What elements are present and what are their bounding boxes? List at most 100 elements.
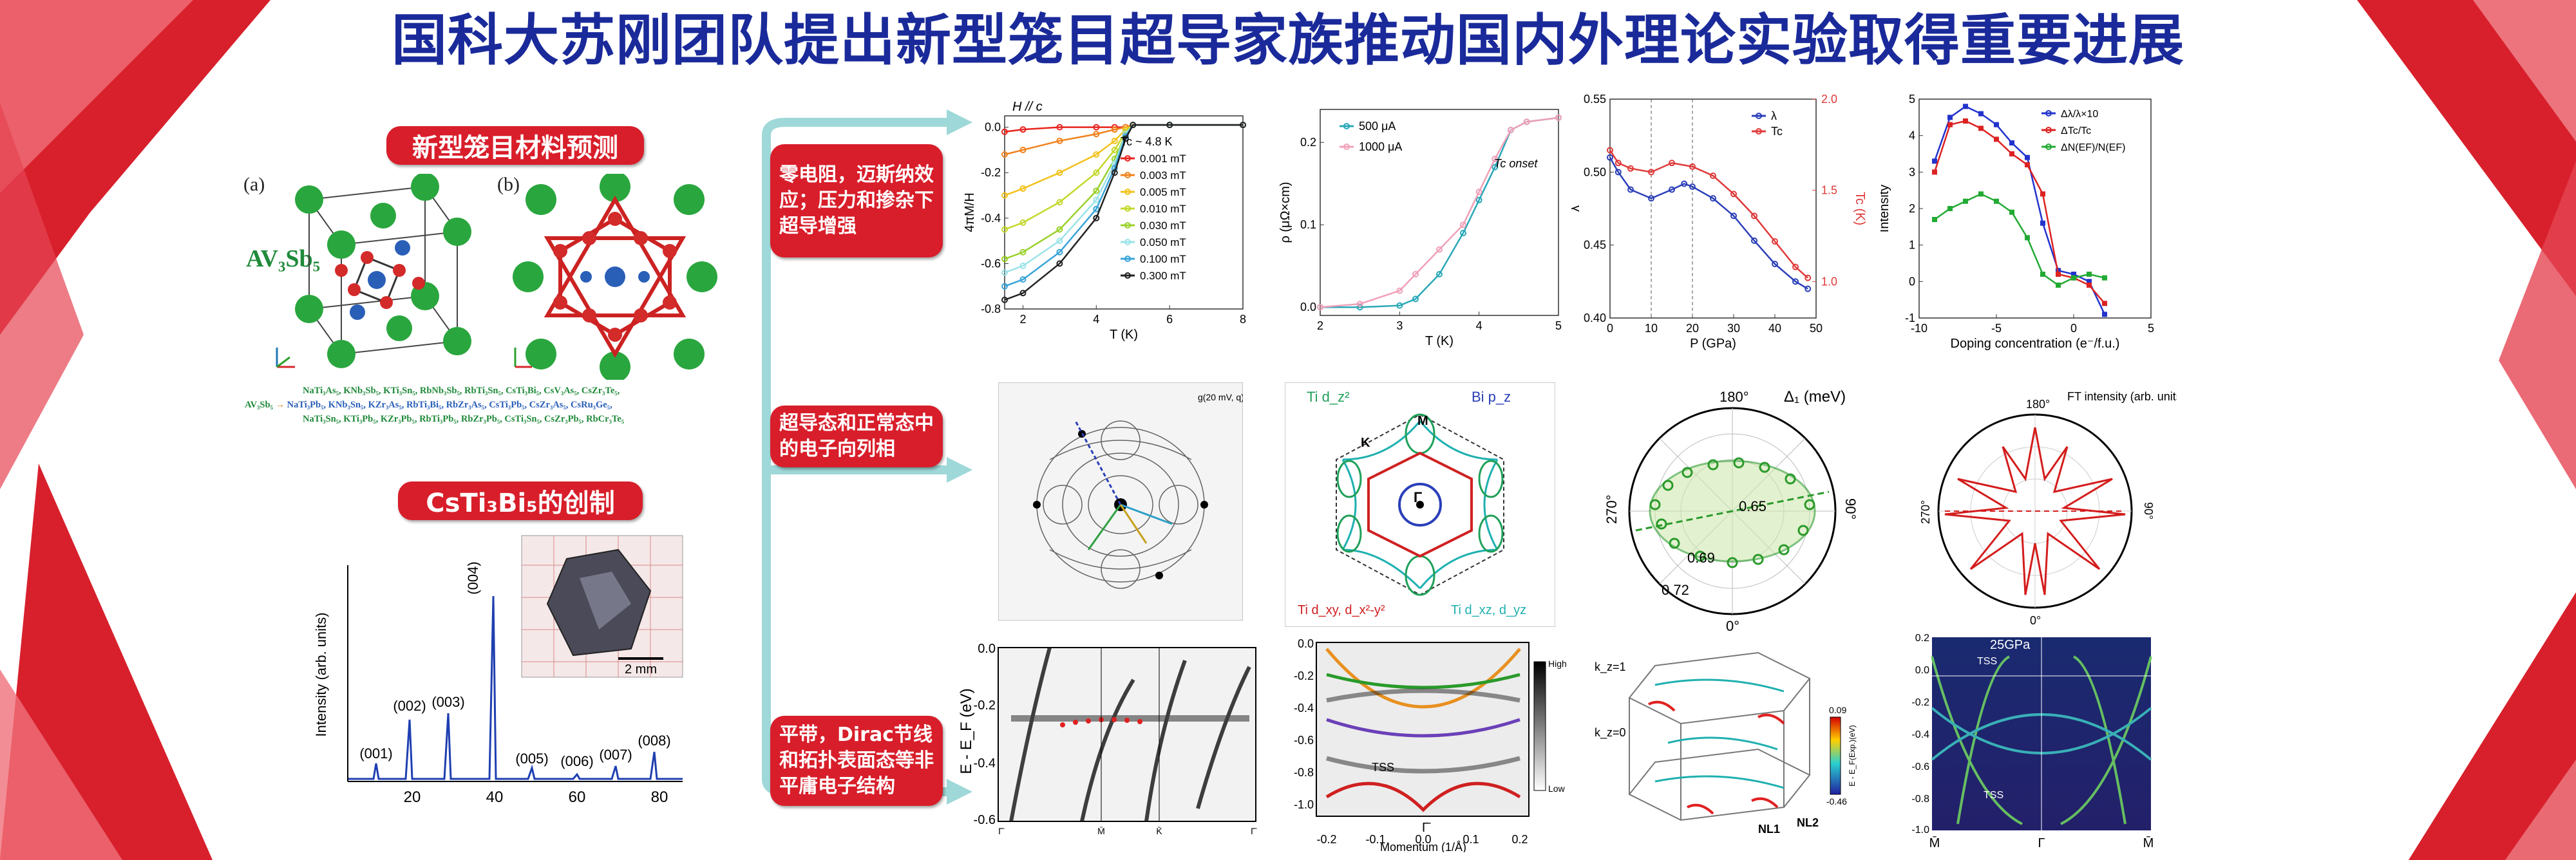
data-point <box>1001 296 1008 303</box>
bz-label-nl1: NL1 <box>1758 823 1780 836</box>
data-point <box>1093 214 1100 221</box>
y-tick-label: 2 <box>1909 202 1915 215</box>
arpes1-xtick: M̄ <box>1097 826 1105 836</box>
x-tick-label: 30 <box>1727 322 1740 335</box>
x-tick-label: -10 <box>1911 322 1927 335</box>
data-point <box>1056 199 1063 206</box>
data-point <box>1994 198 1999 204</box>
right-tick-label: 1.5 <box>1821 184 1837 197</box>
right-tick-label: 2.0 <box>1821 93 1837 106</box>
series-line <box>1320 117 1559 308</box>
arpes1-xtick: Γ̄ <box>998 826 1005 836</box>
y-tick-label: 5 <box>1909 93 1915 106</box>
data-point <box>1932 158 1937 164</box>
brillouin-zone-nodal-lines: k_z=1 k_z=0 0.09 -0.46 E - E_F(Exp.)(eV)… <box>1595 651 1857 836</box>
polar2-tick: 0° <box>2030 614 2041 627</box>
data-point <box>2040 272 2045 277</box>
panel-a-label: (a) <box>243 174 265 195</box>
data-point <box>1093 124 1100 131</box>
ft-intensity-polar-plot: FT intensity (arb. units) 180° 270° 90° … <box>1919 390 2177 627</box>
x-tick-label: 5 <box>2148 322 2154 335</box>
arpes2-xlabel: Momentum (1/Å) <box>1380 841 1466 852</box>
data-point <box>1019 126 1027 133</box>
bz-label-nl2: NL2 <box>1797 816 1819 829</box>
bz-colorbar <box>1830 716 1841 795</box>
data-point <box>1978 191 1984 197</box>
data-point <box>1947 115 1953 120</box>
data-point <box>1001 226 1008 233</box>
right-axis-label: Tc (K) <box>1853 192 1867 225</box>
y-tick-label: -0.6 <box>981 257 1001 270</box>
series-line <box>1609 157 1808 290</box>
data-point <box>1111 169 1118 176</box>
polar1-tick: 180° <box>1719 389 1749 405</box>
x-tick-label: 3 <box>1396 319 1403 332</box>
polar1-tick: 270° <box>1604 494 1620 524</box>
data-point <box>1056 124 1063 131</box>
data-point <box>1508 127 1514 133</box>
x-tick-label: 4 <box>1093 313 1099 326</box>
band-ytick: 0.0 <box>1915 665 1929 676</box>
data-point <box>1122 135 1129 142</box>
data-point <box>1001 269 1008 276</box>
data-point <box>1475 196 1482 203</box>
arpes2-xtick: -0.1 <box>1365 833 1385 846</box>
data-point <box>2025 154 2030 160</box>
tss-label: TSS <box>1372 761 1394 774</box>
data-point <box>1607 147 1613 154</box>
data-point <box>2056 283 2061 288</box>
data-point <box>2025 235 2030 241</box>
legend-label: ΔN(EF)/N(EF) <box>2061 142 2125 153</box>
data-point <box>1963 198 1968 204</box>
xrd-ylabel: Intensity (arb. units) <box>313 612 329 736</box>
data-point <box>1166 122 1173 129</box>
legend-marker <box>1124 256 1131 262</box>
formula-label: AV₃Sb₅ <box>246 245 321 272</box>
arpes1-xtick: K̄ <box>1156 826 1162 836</box>
y-tick-label: 0.0 <box>1300 301 1316 313</box>
legend-marker <box>1124 189 1131 195</box>
y-tick-label: 0.1 <box>1300 218 1316 231</box>
bz-cmax: 0.09 <box>1829 705 1846 715</box>
data-point <box>1751 212 1757 220</box>
page-title: 国科大苏刚团队提出新型笼目超导家族推动国内外理论实验取得重要进展 <box>392 8 2184 73</box>
data-point <box>2009 151 2014 156</box>
magnetization-chart: 2 4 6 8 0.0 -0.2 -0.4 -0.6 -0.8 T (K) 4πM/H 0.001 m… <box>963 100 1246 342</box>
data-point <box>1093 205 1100 212</box>
arpes2-ytick: 0.0 <box>1298 637 1314 650</box>
data-point <box>1001 256 1008 263</box>
data-point <box>1019 290 1027 297</box>
data-point <box>2025 162 2030 167</box>
data-point <box>2071 275 2076 281</box>
xrd-peak-label: (001) <box>359 745 392 762</box>
series-line <box>1320 117 1559 308</box>
polar2-tick: 180° <box>2026 398 2050 411</box>
x-tick-label: 0 <box>2070 322 2077 335</box>
data-point <box>1056 137 1063 144</box>
y-tick-label: 4 <box>1909 129 1915 142</box>
data-point <box>1492 155 1499 162</box>
kagome-lattice-top <box>513 174 717 380</box>
data-point <box>1475 189 1482 195</box>
panel-b-label: (b) <box>497 174 520 195</box>
data-point <box>1093 187 1100 194</box>
legend-marker <box>1124 172 1131 178</box>
colorbar-low: Low <box>1548 783 1566 794</box>
band-xtick: M̄ <box>2143 836 2154 850</box>
y-tick-label: 0.55 <box>1584 93 1606 106</box>
polar1-title: Δ₁ (meV) <box>1784 388 1846 406</box>
arpes-bands-2: TSS Γ̄ High Low 0.0 -0.2 -0.4 -0.6 -0.8 … <box>1294 637 1567 852</box>
legend-marker <box>1756 128 1762 135</box>
polar1-tick: 0.65 <box>1739 498 1766 514</box>
data-point <box>1396 287 1403 294</box>
data-point <box>1093 169 1100 176</box>
polar1-tick: 90° <box>1842 498 1859 519</box>
row-label-superconductivity: 零电阻，迈斯纳效应；压力和掺杂下超导增强 <box>770 144 943 257</box>
legend-marker <box>1343 123 1350 129</box>
y-axis-label: ρ (μΩ×cm) <box>1278 182 1293 243</box>
polar2-tick: 270° <box>1919 500 1932 524</box>
data-point <box>1994 122 1999 127</box>
data-point <box>2087 272 2092 277</box>
data-point <box>1056 260 1063 267</box>
stm-title: g(20 mV, q) <box>1198 392 1243 402</box>
